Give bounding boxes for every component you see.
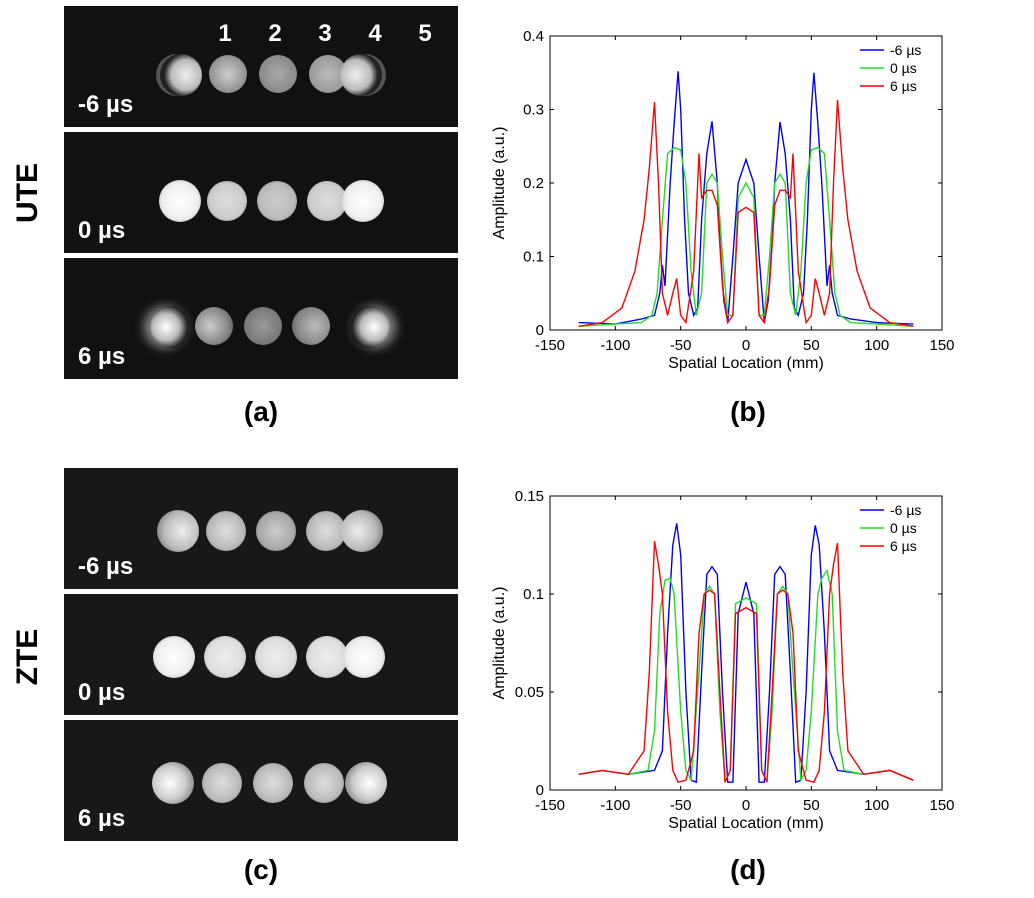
x-tick-label: 0 xyxy=(742,797,750,814)
panel-label-c: (c) xyxy=(243,854,279,885)
y-tick-label: 0.2 xyxy=(523,175,544,192)
x-tick-label: 100 xyxy=(864,337,889,354)
phantom-disk xyxy=(253,763,293,803)
legend-label-1: 0 µs xyxy=(890,520,917,536)
legend-label-0: -6 µs xyxy=(890,502,921,518)
panel-label-b: (b) xyxy=(730,396,766,427)
phantom-disk xyxy=(202,763,242,803)
x-tick-label: -100 xyxy=(600,797,630,814)
y-tick-label: 0.05 xyxy=(515,684,544,701)
x-tick-label: 150 xyxy=(929,797,954,814)
y-tick-label: 0.3 xyxy=(523,102,544,119)
phantom-disk xyxy=(292,307,330,345)
phantom-disk xyxy=(204,636,246,678)
column-number-5: 5 xyxy=(418,20,432,47)
series-line-2 xyxy=(578,99,914,327)
phantom-disk xyxy=(307,181,347,221)
x-tick-label: 50 xyxy=(803,337,820,354)
y-axis-label: Amplitude (a.u.) xyxy=(491,587,508,700)
column-number-1: 1 xyxy=(218,20,232,47)
phantom-disk xyxy=(255,636,297,678)
x-tick-label: -100 xyxy=(600,337,630,354)
phantom-disk xyxy=(244,307,282,345)
phantom-disk xyxy=(259,55,297,93)
phantom-disk xyxy=(304,763,344,803)
column-number-4: 4 xyxy=(368,20,382,47)
phantom-disk xyxy=(256,511,296,551)
phantom-disk xyxy=(206,511,246,551)
zte-image-0: 0 µs xyxy=(64,594,458,715)
series-line-0 xyxy=(578,523,914,784)
phantom-disk xyxy=(306,636,348,678)
x-tick-label: -50 xyxy=(670,337,692,354)
x-axis-label: Spatial Location (mm) xyxy=(668,815,824,832)
phantom-disk xyxy=(257,181,297,221)
time-label: 0 µs xyxy=(78,217,126,244)
legend-label-0: -6 µs xyxy=(890,42,921,58)
phantom-disk xyxy=(153,636,195,678)
ute-image-pos6: 6 µs xyxy=(64,258,458,379)
x-tick-label: -150 xyxy=(535,337,565,354)
y-tick-label: 0.4 xyxy=(523,28,544,45)
zte-side-label: ZTE xyxy=(11,628,44,686)
zte-image-neg6: -6 µs xyxy=(64,468,458,589)
y-axis-label: Amplitude (a.u.) xyxy=(491,127,508,240)
ute-image-0: 0 µs xyxy=(64,132,458,253)
series-line-1 xyxy=(578,146,914,327)
phantom-disk xyxy=(195,307,233,345)
x-tick-label: -150 xyxy=(535,797,565,814)
phantom-disk xyxy=(348,306,390,348)
legend-label-2: 6 µs xyxy=(890,78,917,94)
phantom-disk xyxy=(209,55,247,93)
panel-label-d: (d) xyxy=(730,854,766,885)
panel-label-a: (a) xyxy=(243,396,279,427)
legend-label-2: 6 µs xyxy=(890,538,917,554)
phantom-disk xyxy=(306,511,346,551)
phantom-disk xyxy=(342,180,384,222)
phantom-disk xyxy=(160,54,202,96)
x-tick-label: 100 xyxy=(864,797,889,814)
legend-label-1: 0 µs xyxy=(890,60,917,76)
time-label: 6 µs xyxy=(78,343,126,370)
y-tick-label: 0.15 xyxy=(515,488,544,505)
phantom-disk xyxy=(207,181,247,221)
phantom-disk xyxy=(150,306,192,348)
ute-side-label: UTE xyxy=(11,163,44,223)
phantom-disk xyxy=(157,510,199,552)
phantom-disk xyxy=(343,636,385,678)
y-tick-label: 0.1 xyxy=(523,586,544,603)
y-tick-label: 0 xyxy=(536,322,544,339)
zte-image-pos6: 6 µs xyxy=(64,720,458,841)
y-tick-label: 0.1 xyxy=(523,249,544,266)
y-tick-label: 0 xyxy=(536,782,544,799)
time-label: 6 µs xyxy=(78,805,126,832)
phantom-disk xyxy=(340,54,382,96)
series-line-0 xyxy=(578,71,914,325)
time-label: -6 µs xyxy=(78,91,134,118)
x-tick-label: 50 xyxy=(803,797,820,814)
x-tick-label: 150 xyxy=(929,337,954,354)
time-label: 0 µs xyxy=(78,679,126,706)
phantom-disk xyxy=(159,180,201,222)
phantom-disk xyxy=(152,762,194,804)
chart-b: -150 -100 -50 0 50 100 150 0 0.1 0.2 0.3 0.4 Spatial… xyxy=(491,28,955,372)
chart-d: -150 -100 -50 0 50 100 150 0 0.05 0.1 0.15 Spatial … xyxy=(491,488,955,832)
time-label: -6 µs xyxy=(78,553,134,580)
phantom-disk xyxy=(345,762,387,804)
column-number-2: 2 xyxy=(268,20,282,47)
column-number-3: 3 xyxy=(318,20,332,47)
x-tick-label: -50 xyxy=(670,797,692,814)
series-line-2 xyxy=(578,540,914,784)
x-axis-label: Spatial Location (mm) xyxy=(668,355,824,372)
phantom-disk xyxy=(341,510,383,552)
x-tick-label: 0 xyxy=(742,337,750,354)
series-line-1 xyxy=(578,568,914,783)
ute-image-neg6: 1 2 3 4 5 -6 µs xyxy=(64,6,458,127)
